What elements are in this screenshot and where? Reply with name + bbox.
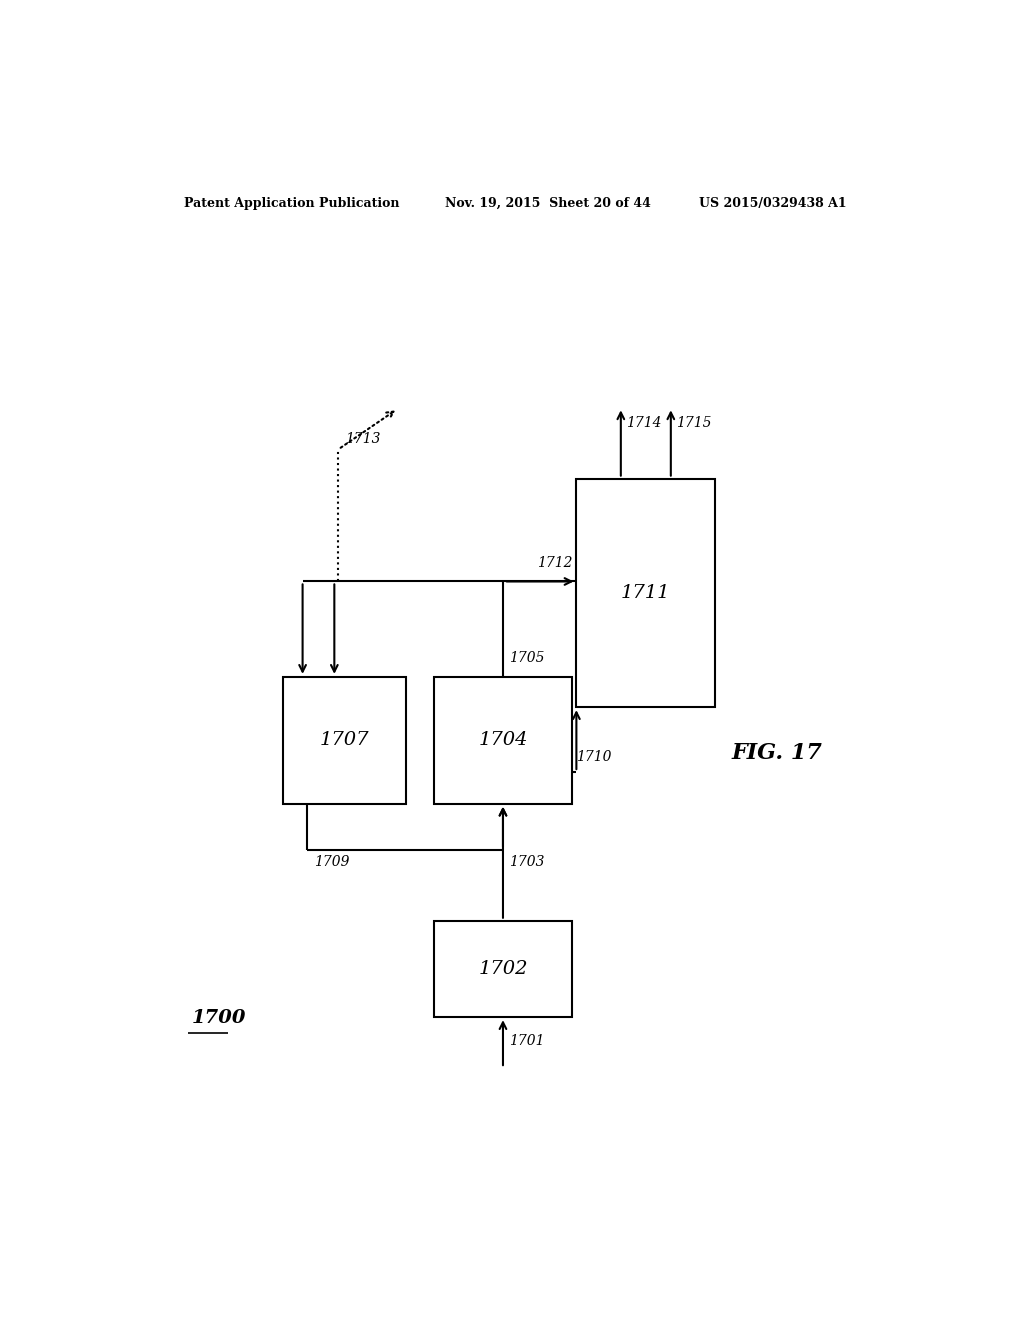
Text: 1715: 1715 [676, 416, 711, 430]
Bar [283, 677, 406, 804]
Text: 1705: 1705 [509, 652, 545, 665]
Text: 1704: 1704 [478, 731, 527, 750]
Text: Patent Application Publication: Patent Application Publication [183, 197, 399, 210]
Text: FIG. 17: FIG. 17 [731, 742, 822, 764]
Text: US 2015/0329438 A1: US 2015/0329438 A1 [699, 197, 847, 210]
Bar [433, 921, 572, 1018]
Text: 1702: 1702 [478, 960, 527, 978]
Text: 1712: 1712 [537, 556, 572, 570]
Bar [433, 677, 572, 804]
Text: 1709: 1709 [314, 855, 350, 869]
Text: 1707: 1707 [319, 731, 369, 750]
Text: 1711: 1711 [622, 583, 671, 602]
Text: 1700: 1700 [191, 1010, 246, 1027]
Text: 1713: 1713 [345, 432, 380, 446]
Text: 1714: 1714 [626, 416, 662, 430]
Text: Nov. 19, 2015  Sheet 20 of 44: Nov. 19, 2015 Sheet 20 of 44 [445, 197, 651, 210]
Text: 1703: 1703 [509, 855, 545, 870]
Text: 1701: 1701 [509, 1034, 545, 1048]
Text: 1710: 1710 [575, 750, 611, 764]
Bar [577, 479, 716, 708]
